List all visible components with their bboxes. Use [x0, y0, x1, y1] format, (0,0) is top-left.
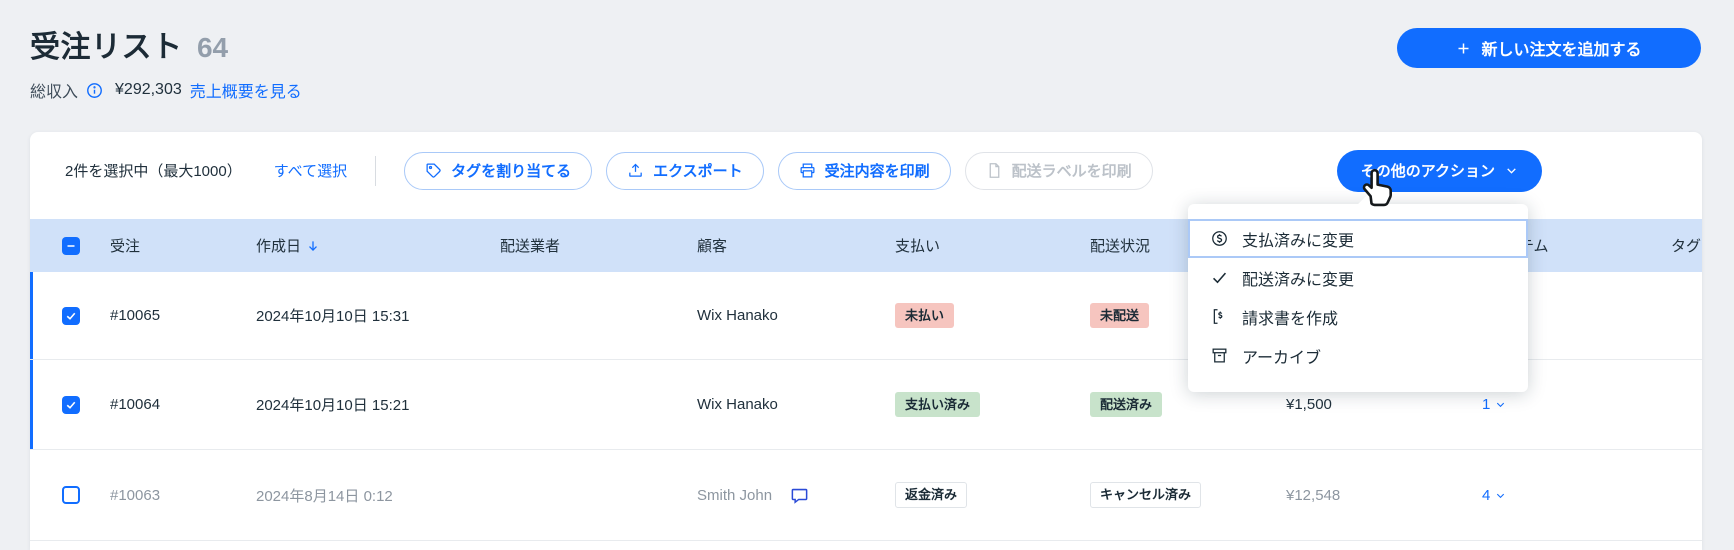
archive-icon [1212, 348, 1227, 363]
order-id: #10065 [110, 307, 161, 324]
tag-icon [426, 163, 441, 178]
check-icon [66, 312, 76, 320]
header-fulfillment[interactable]: 配送状況 [1090, 238, 1151, 255]
fulfillment-status-badge: 配送済み [1090, 391, 1163, 418]
items-count-dropdown[interactable]: 4 [1482, 487, 1506, 504]
plus-icon [1458, 43, 1469, 53]
order-customer: Smith John [697, 486, 773, 504]
order-customer: Wix Hanako [697, 396, 778, 413]
print-orders-button[interactable]: 受注内容を印刷 [777, 151, 951, 190]
export-button[interactable]: エクスポート [606, 151, 764, 190]
fulfillment-status-badge: キャンセル済み [1090, 482, 1202, 508]
revenue-value: ¥292,303 [115, 81, 182, 98]
header-tags[interactable]: タグ [1671, 238, 1702, 255]
printer-icon [800, 163, 815, 178]
order-id: #10063 [110, 486, 161, 504]
check-icon [66, 401, 76, 409]
order-total: ¥1,500 [1286, 396, 1332, 413]
table-row[interactable]: #10063 2024年8月14日 0:12 Smith John 返金済み キ… [30, 450, 1702, 541]
row-checkbox[interactable] [62, 306, 80, 325]
select-all-checkbox[interactable] [62, 236, 80, 255]
menu-item-archive[interactable]: アーカイブ [1188, 336, 1528, 375]
info-icon[interactable] [86, 82, 103, 99]
header-customer[interactable]: 顧客 [697, 238, 728, 255]
row-checkbox[interactable] [62, 486, 80, 504]
print-shipping-labels-button[interactable]: 配送ラベルを印刷 [964, 151, 1153, 190]
order-date: 2024年10月10日 15:31 [256, 308, 410, 325]
chevron-down-icon [1497, 402, 1505, 408]
fulfillment-status-badge: 未配送 [1090, 302, 1150, 329]
order-date: 2024年8月14日 0:12 [256, 487, 393, 505]
header-payment[interactable]: 支払い [895, 238, 941, 255]
dollar-circle-icon [1212, 231, 1227, 246]
minus-icon [67, 244, 75, 247]
chevron-down-icon [1497, 493, 1505, 498]
payment-status-badge: 支払い済み [895, 391, 981, 418]
header-carrier[interactable]: 配送業者 [500, 238, 561, 255]
more-actions-menu: 支払済みに変更 配送済みに変更 請求書を作成 アーカイブ [1188, 195, 1528, 392]
order-id: #10064 [110, 396, 161, 413]
document-icon [989, 163, 1000, 178]
add-order-button[interactable]: 新しい注文を追加する [1397, 28, 1701, 68]
chat-bubble-icon[interactable] [790, 486, 809, 505]
check-icon [1213, 272, 1227, 284]
sort-desc-icon [309, 240, 317, 251]
header-order[interactable]: 受注 [110, 238, 141, 255]
order-count: 64 [196, 32, 229, 63]
header-created[interactable]: 作成日 [256, 219, 320, 272]
menu-item-mark-fulfilled[interactable]: 配送済みに変更 [1188, 258, 1528, 297]
revenue-label: 総収入 [30, 84, 79, 101]
payment-status-badge: 未払い [895, 302, 955, 329]
sales-overview-link[interactable]: 売上概要を見る [189, 84, 302, 101]
payment-status-badge: 返金済み [895, 482, 968, 508]
page-title: 受注リスト [30, 31, 183, 64]
menu-item-mark-paid[interactable]: 支払済みに変更 [1188, 219, 1528, 258]
order-customer: Wix Hanako [697, 307, 778, 324]
order-total: ¥12,548 [1286, 486, 1341, 504]
export-icon [629, 163, 642, 177]
invoice-icon [1213, 309, 1223, 324]
page-header: 受注リスト 64 総収入 ¥292,303 売上概要を見る [30, 22, 302, 102]
select-all-link[interactable]: すべて選択 [273, 163, 348, 180]
order-date: 2024年10月10日 15:21 [256, 397, 410, 414]
bulk-actions-toolbar: 2件を選択中（最大1000） すべて選択 タグを割り当てる エクスポート 受注内… [30, 132, 1702, 219]
items-count-dropdown[interactable]: 1 [1482, 396, 1506, 413]
more-actions-button[interactable]: その他のアクション [1336, 149, 1542, 192]
row-checkbox[interactable] [62, 395, 80, 414]
selection-count: 2件を選択中（最大1000） [65, 163, 242, 180]
chevron-down-icon [1507, 168, 1516, 174]
toolbar-divider [375, 155, 377, 186]
menu-item-create-invoice[interactable]: 請求書を作成 [1188, 297, 1528, 336]
assign-tags-button[interactable]: タグを割り当てる [404, 151, 593, 190]
